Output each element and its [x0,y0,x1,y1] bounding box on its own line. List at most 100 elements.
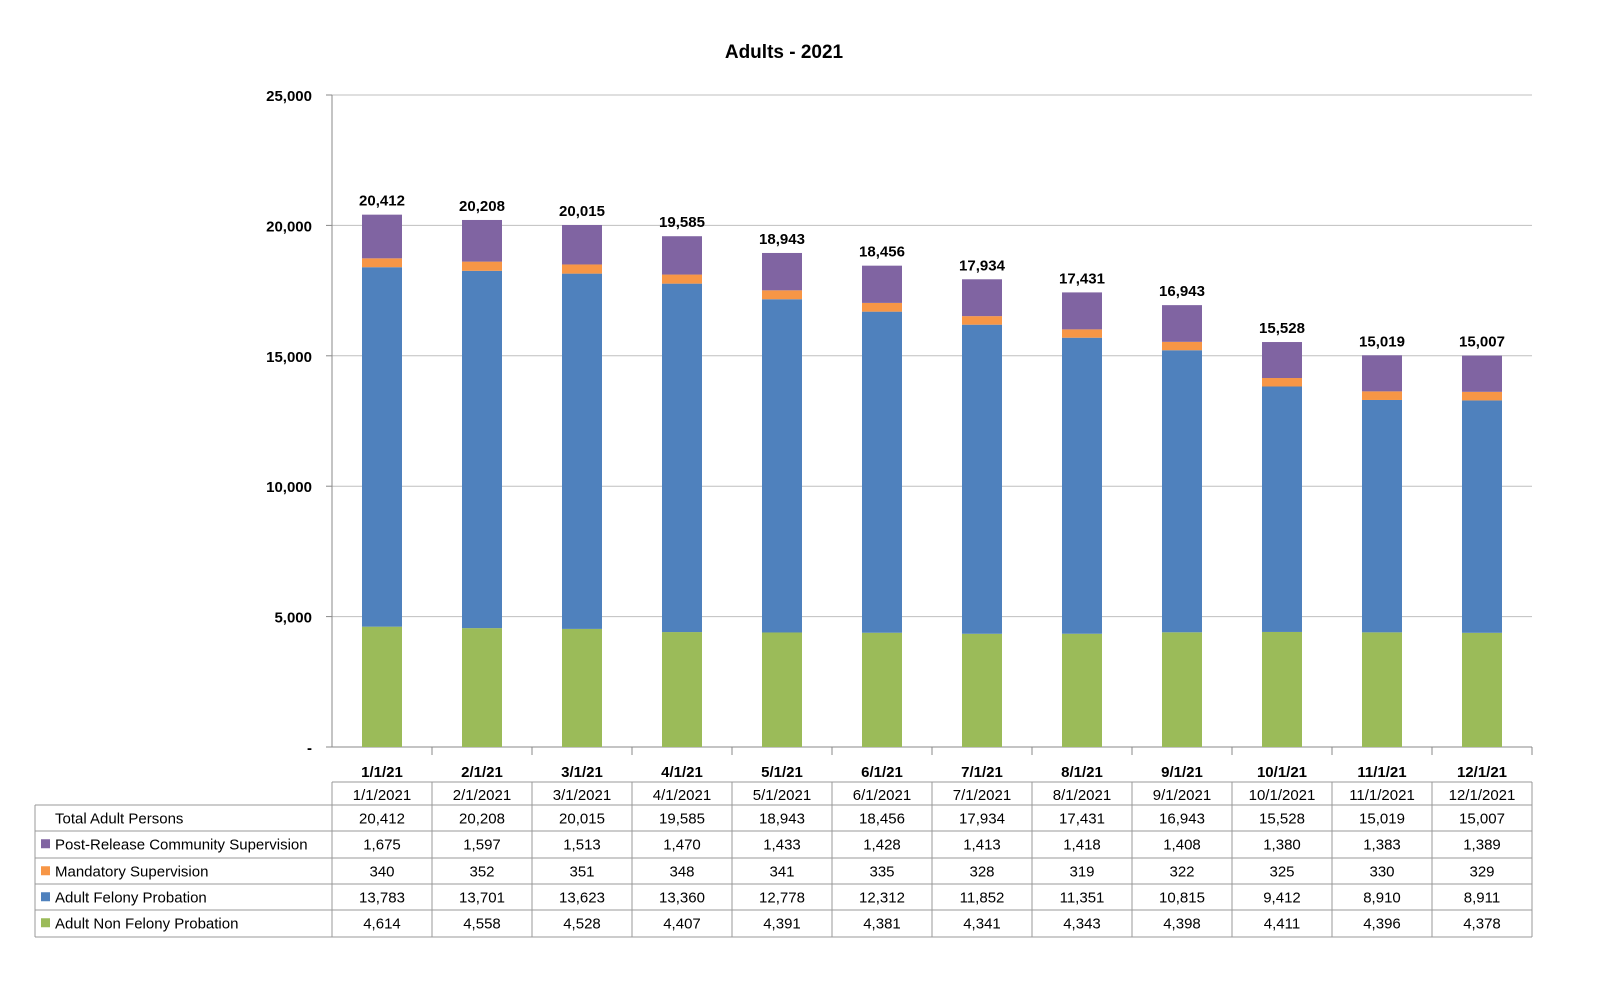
table-cell: 1,380 [1263,836,1301,853]
bar-segment [962,633,1002,747]
bar-segment [962,316,1002,325]
table-date: 10/1/2021 [1249,787,1316,804]
table-cell: 8,910 [1363,889,1401,906]
bar-segment [1462,400,1502,633]
data-label: 18,456 [859,244,905,261]
table-cell: 12,778 [759,889,805,906]
data-label: 19,585 [659,214,705,231]
bar-segment [462,270,502,629]
bar-segment [1162,632,1202,747]
table-cell: 18,943 [759,810,805,827]
bar-segment [1362,355,1402,392]
bar-segment [1062,337,1102,634]
bar-segment [862,311,902,633]
bar-segment [762,252,802,291]
table-cell: 12,312 [859,889,905,906]
table-date: 1/1/2021 [353,787,411,804]
table-cell: 4,341 [963,915,1001,932]
bar-segment [1362,399,1402,633]
bar-segment [662,236,702,275]
table-date: 8/1/2021 [1053,787,1111,804]
bar-segment [562,264,602,274]
table-cell: 1,428 [863,836,901,853]
data-label: 17,934 [959,257,1006,274]
bar-segment [362,214,402,259]
table-cell: 319 [1069,863,1094,880]
x-tick-label: 11/1/21 [1357,764,1406,781]
table-cell: 4,391 [763,915,801,932]
table-cell: 9,412 [1263,889,1301,906]
table-cell: 11,351 [1060,889,1105,906]
bar-segment [1462,391,1502,401]
data-label: 17,431 [1059,270,1105,287]
table-cell: 351 [569,863,594,880]
bar-segment [662,283,702,633]
table-cell: 1,675 [363,836,401,853]
table-cell: 4,381 [863,915,901,932]
x-tick-label: 5/1/21 [761,764,803,781]
table-cell: 348 [669,863,694,880]
table-row-label: Total Adult Persons [55,810,183,827]
table-cell: 13,783 [359,889,405,906]
bar-segment [1262,386,1302,632]
x-tick-label: 12/1/21 [1457,764,1507,781]
table-row-label: Adult Non Felony Probation [55,915,238,932]
bar-segment [962,279,1002,317]
table-cell: 4,614 [363,915,401,932]
bar-segment [1462,355,1502,392]
bar-segment [362,267,402,627]
table-cell: 15,528 [1259,810,1305,827]
table-cell: 325 [1269,863,1294,880]
bar-segment [562,225,602,265]
x-tick-label: 4/1/21 [661,764,703,781]
y-tick-label: 5,000 [274,610,312,627]
table-date: 2/1/2021 [453,787,511,804]
table-cell: 17,431 [1059,810,1105,827]
bar-segment [762,299,802,633]
table-date: 7/1/2021 [953,787,1011,804]
table-cell: 11,852 [960,889,1005,906]
table-date: 4/1/2021 [653,787,711,804]
y-tick-label: - [307,740,312,757]
table-cell: 340 [369,863,394,880]
legend-swatch [41,918,50,928]
data-label: 15,019 [1359,333,1405,350]
bar-segment [762,632,802,747]
table-date: 5/1/2021 [753,787,811,804]
table-cell: 15,007 [1459,810,1505,827]
table-row-label: Adult Felony Probation [55,889,207,906]
bar-segment [1162,350,1202,633]
table-cell: 1,383 [1363,836,1401,853]
x-tick-label: 8/1/21 [1061,764,1103,781]
table-cell: 20,412 [359,810,405,827]
table-cell: 1,418 [1063,836,1101,853]
table-cell: 4,558 [463,915,501,932]
chart-title: Adults - 2021 [725,42,844,63]
table-cell: 4,411 [1264,915,1300,932]
table-cell: 13,623 [559,889,605,906]
bar-segment [862,302,902,312]
data-label: 20,208 [459,198,505,215]
bar-segment [662,274,702,284]
bar-segment [1062,329,1102,338]
table-cell: 20,208 [459,810,505,827]
bar-segment [1262,631,1302,747]
table-date: 12/1/2021 [1449,787,1516,804]
bar-segment [362,626,402,747]
bar-segment [362,258,402,268]
bar-segment [1162,341,1202,351]
table-cell: 1,597 [463,836,501,853]
table-date: 9/1/2021 [1153,787,1211,804]
table-cell: 1,433 [763,836,801,853]
table-row-label: Mandatory Supervision [55,863,208,880]
table-cell: 4,398 [1163,915,1201,932]
table-cell: 19,585 [659,810,705,827]
data-label: 16,943 [1159,283,1205,300]
bar-segment [1062,292,1102,330]
table-cell: 341 [769,863,794,880]
table-cell: 330 [1369,863,1394,880]
table-cell: 17,934 [959,810,1005,827]
bar-segment [662,632,702,747]
bar-segment [1162,305,1202,342]
